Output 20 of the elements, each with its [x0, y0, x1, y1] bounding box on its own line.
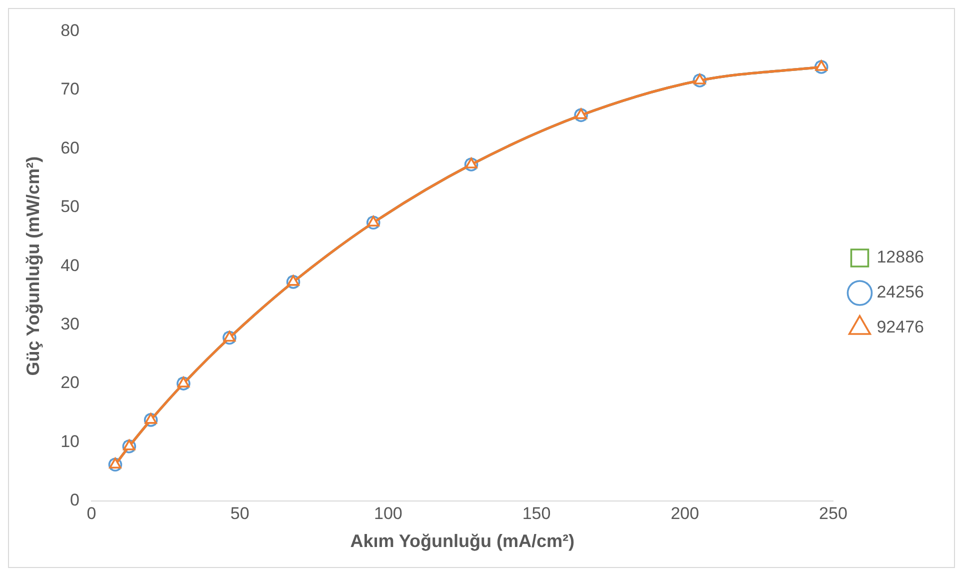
legend-label: 92476 — [876, 318, 924, 337]
x-tick-label: 150 — [522, 504, 551, 523]
y-tick-label: 60 — [60, 138, 80, 158]
x-tick-label: 50 — [230, 504, 250, 523]
y-tick-label: 20 — [60, 373, 80, 392]
legend-label: 24256 — [876, 282, 924, 302]
y-tick-label: 10 — [60, 432, 80, 451]
y-axis-title: Güç Yoğunluğu (mW/cm²) — [22, 156, 43, 376]
legend-label: 12886 — [876, 248, 924, 267]
y-tick-label: 50 — [60, 197, 80, 216]
x-tick-label: 250 — [819, 504, 848, 523]
y-tick-label: 30 — [60, 314, 80, 334]
y-tick-label: 70 — [60, 80, 80, 99]
x-tick-label: 200 — [670, 504, 700, 523]
y-tick-label: 40 — [60, 256, 80, 275]
x-tick-label: 100 — [374, 504, 402, 523]
x-axis-title: Akım Yoğunluğu (mA/cm²) — [350, 531, 575, 552]
y-tick-label: 0 — [70, 490, 80, 510]
x-tick-label: 0 — [86, 504, 96, 523]
y-tick-label: 80 — [60, 20, 80, 40]
